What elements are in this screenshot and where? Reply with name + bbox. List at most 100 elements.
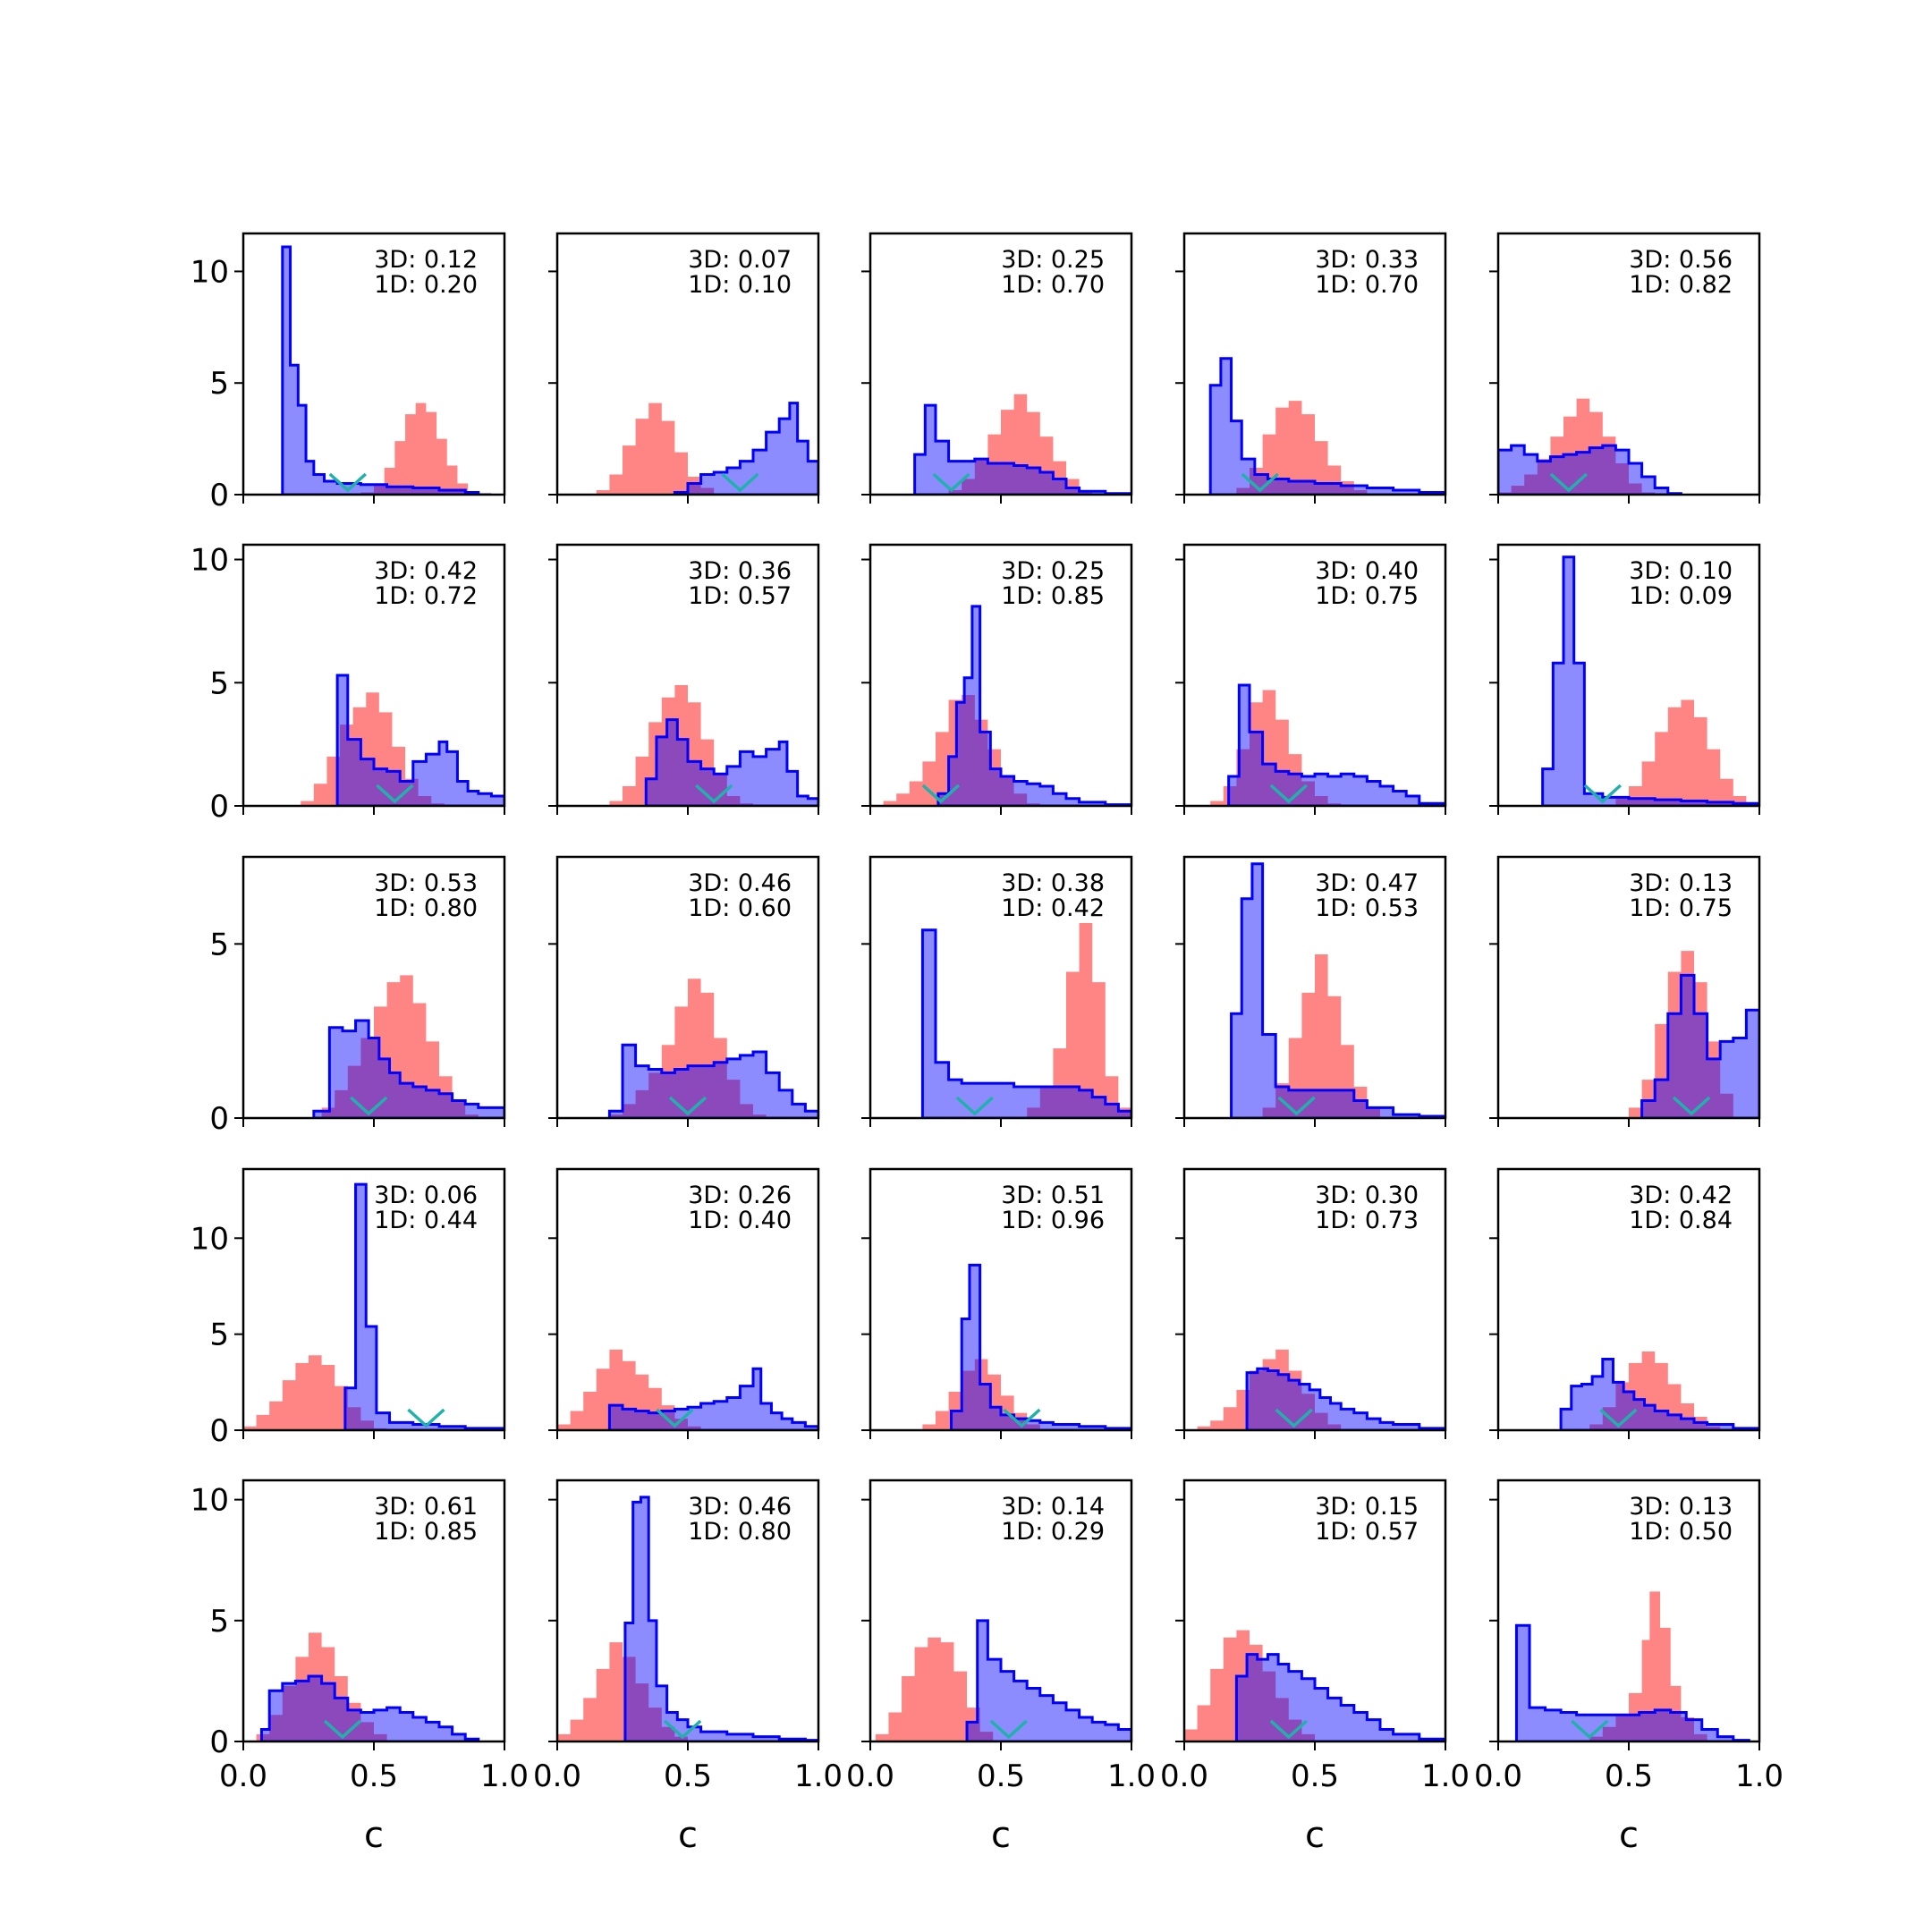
annotation-1d: 1D: 0.82 (1629, 271, 1733, 299)
x-tick-label: 0.0 (533, 1758, 581, 1794)
x-axis-label: c (991, 1815, 1011, 1856)
x-axis-label: c (1305, 1815, 1325, 1856)
x-tick-label: 1.0 (1107, 1758, 1156, 1794)
annotation-3d: 3D: 0.30 (1315, 1182, 1419, 1209)
y-tick-label: 0 (209, 478, 229, 513)
blue-histogram (1230, 862, 1445, 1118)
x-tick-label: 1.0 (1421, 1758, 1470, 1794)
marker-v (656, 1408, 694, 1428)
y-tick-label: 10 (191, 1221, 229, 1257)
annotation-1d: 1D: 0.72 (374, 582, 478, 610)
annotation-3d: 3D: 0.13 (1629, 869, 1733, 897)
marker-v (376, 784, 414, 804)
annotation-1d: 1D: 0.96 (1001, 1207, 1105, 1234)
annotation-1d: 1D: 0.80 (374, 894, 478, 922)
annotation-3d: 3D: 0.25 (1001, 246, 1105, 274)
red-histogram (609, 685, 753, 806)
blue-histogram (965, 1619, 1131, 1741)
blue-histogram (1234, 1653, 1445, 1741)
y-tick-label: 0 (209, 789, 229, 825)
red-histogram (1589, 1591, 1707, 1741)
red-histogram (609, 979, 767, 1118)
red-histogram (243, 1355, 387, 1430)
annotation-3d: 3D: 0.46 (688, 869, 792, 897)
marker-v (721, 472, 759, 493)
marker-v (1275, 1408, 1313, 1428)
red-histogram (1027, 922, 1131, 1118)
red-histogram (596, 402, 727, 495)
x-tick-label: 0.0 (846, 1758, 894, 1794)
red-histogram (883, 695, 1040, 806)
annotation-1d: 1D: 0.85 (1001, 582, 1105, 610)
marker-v (932, 472, 970, 493)
annotation-3d: 3D: 0.14 (1001, 1493, 1105, 1521)
marker-v (1277, 1096, 1316, 1116)
x-tick-label: 0.0 (1160, 1758, 1208, 1794)
marker-v (1269, 1719, 1308, 1740)
red-histogram (948, 394, 1093, 495)
x-tick-label: 0.5 (1605, 1758, 1653, 1794)
annotation-1d: 1D: 0.85 (374, 1518, 478, 1546)
annotation-3d: 3D: 0.25 (1001, 557, 1105, 585)
x-axis-label: c (678, 1815, 698, 1856)
blue-histogram (1640, 973, 1759, 1118)
y-tick-label: 5 (209, 1318, 229, 1353)
annotation-3d: 3D: 0.51 (1001, 1182, 1105, 1209)
marker-v (328, 472, 367, 493)
marker-v (1003, 1408, 1041, 1428)
annotation-3d: 3D: 0.07 (688, 246, 792, 274)
red-histogram (256, 1632, 387, 1741)
marker-v (1571, 1719, 1609, 1740)
y-tick-label: 0 (209, 1724, 229, 1760)
red-histogram (1236, 401, 1368, 495)
marker-v (955, 1096, 994, 1116)
red-histogram (1184, 1630, 1315, 1741)
annotation-1d: 1D: 0.10 (688, 271, 792, 299)
x-tick-label: 1.0 (480, 1758, 529, 1794)
annotation-1d: 1D: 0.20 (374, 271, 478, 299)
x-tick-label: 0.0 (1474, 1758, 1522, 1794)
annotation-1d: 1D: 0.29 (1001, 1518, 1105, 1546)
blue-histogram (1208, 357, 1445, 495)
y-tick-label: 5 (209, 927, 229, 962)
blue-histogram (312, 1019, 504, 1118)
red-histogram (875, 1637, 994, 1741)
y-tick-label: 10 (191, 254, 229, 290)
y-tick-label: 10 (191, 543, 229, 579)
annotation-1d: 1D: 0.53 (1315, 894, 1419, 922)
x-tick-label: 0.0 (219, 1758, 267, 1794)
blue-histogram (1245, 1367, 1445, 1430)
annotation-3d: 3D: 0.36 (688, 557, 792, 585)
annotation-3d: 3D: 0.47 (1315, 869, 1419, 897)
x-tick-label: 0.5 (977, 1758, 1025, 1794)
annotation-1d: 1D: 0.75 (1629, 894, 1733, 922)
annotation-1d: 1D: 0.75 (1315, 582, 1419, 610)
marker-v (663, 1719, 702, 1740)
blue-histogram (644, 718, 818, 806)
annotation-3d: 3D: 0.42 (1629, 1182, 1733, 1209)
x-tick-label: 1.0 (794, 1758, 843, 1794)
x-tick-label: 0.5 (664, 1758, 712, 1794)
marker-v (1549, 472, 1589, 493)
y-tick-label: 10 (191, 1483, 229, 1519)
annotation-1d: 1D: 0.70 (1001, 271, 1105, 299)
marker-v (1672, 1096, 1711, 1116)
x-tick-label: 1.0 (1735, 1758, 1784, 1794)
annotation-1d: 1D: 0.09 (1629, 582, 1733, 610)
annotation-1d: 1D: 0.84 (1629, 1207, 1733, 1234)
